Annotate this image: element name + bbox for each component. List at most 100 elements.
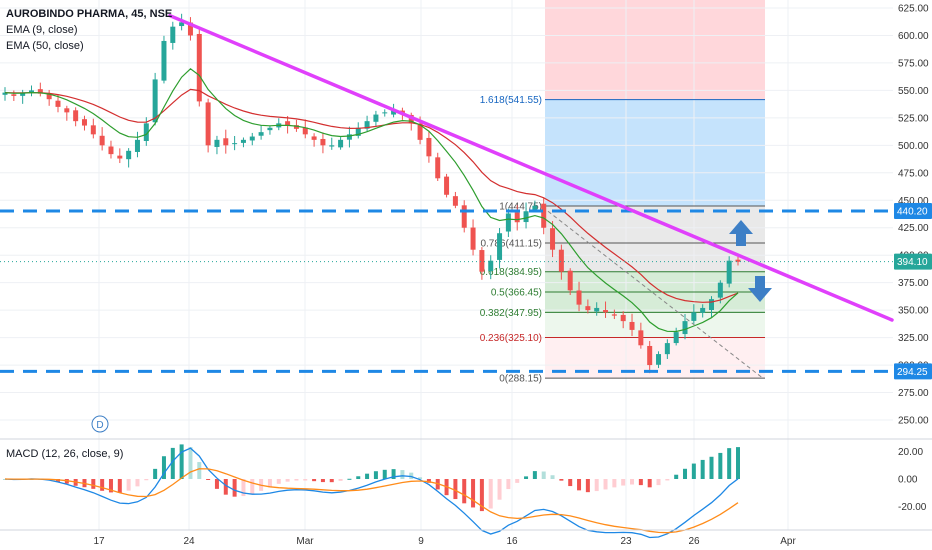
y-tick-15: 625.00 (898, 4, 929, 15)
ema50-legend[interactable]: EMA (50, close) (6, 40, 84, 52)
candle (28, 90, 34, 93)
macd-histogram-bar (532, 471, 537, 479)
candle (2, 92, 8, 95)
candle (391, 110, 397, 115)
y-tick-0: 250.00 (898, 416, 929, 427)
trendline (168, 13, 894, 322)
candle (205, 102, 211, 146)
macd-histogram-bar (329, 479, 334, 483)
fib-label-5: 0.382(347.95) (480, 308, 542, 319)
macd-histogram-bar (594, 479, 599, 492)
macd-histogram-bar (144, 479, 149, 481)
fib-label-6: 0.236(325.10) (480, 333, 542, 344)
macd-histogram-bar (409, 472, 414, 479)
candle (426, 137, 432, 157)
macd-histogram-bar (232, 479, 237, 497)
candle (117, 155, 123, 159)
candle (523, 211, 529, 223)
macd-legend[interactable]: MACD (12, 26, close, 9) (6, 448, 124, 460)
candle (479, 250, 485, 272)
fib-zone-lightgreen (545, 312, 765, 338)
fib-zone-blue (545, 99, 765, 207)
candle (444, 176, 450, 195)
candle (700, 307, 706, 313)
dividend-marker: D (91, 415, 109, 433)
y-tick-14: 600.00 (898, 31, 929, 42)
arrow-down-icon (748, 276, 772, 302)
price-level-tag-1-bg (894, 363, 932, 380)
y-tick-3: 325.00 (898, 333, 929, 344)
macd-histogram-bar (347, 478, 352, 480)
grid (0, 0, 893, 530)
macd-line (4, 447, 739, 539)
macd-histogram-bar (727, 448, 732, 479)
macd-histogram-bar (356, 476, 361, 479)
candle (497, 233, 503, 260)
arrow-up-icon-shape (729, 220, 753, 246)
macd-histogram-bar (488, 479, 493, 509)
candle (126, 150, 132, 160)
candle (435, 157, 441, 179)
macd-histogram-bar (559, 479, 564, 481)
candle (550, 228, 556, 250)
candle (240, 139, 246, 143)
candle (134, 139, 140, 152)
candle (170, 26, 176, 43)
candle (99, 135, 105, 146)
candle (152, 79, 158, 123)
macd-histogram-bar (630, 479, 635, 485)
macd-histogram-bar (479, 479, 484, 512)
candle (214, 139, 220, 147)
ema50-line (4, 88, 739, 303)
candle (514, 212, 520, 223)
ema9-legend[interactable]: EMA (9, close) (6, 24, 78, 36)
candle (682, 321, 688, 335)
candle (656, 354, 662, 365)
macd-histogram-bar (303, 479, 308, 481)
candle (664, 343, 670, 355)
candle (320, 138, 326, 146)
macd-histogram-bar (612, 479, 617, 488)
candle (382, 112, 388, 114)
macd-y-tick-1: 0.00 (898, 475, 918, 486)
candle (267, 127, 273, 131)
candle (735, 259, 741, 262)
candle (488, 260, 494, 271)
y-tick-5: 375.00 (898, 278, 929, 289)
macd-histogram-bar (365, 473, 370, 479)
macd-histogram-bar (621, 479, 626, 486)
candle (603, 310, 609, 313)
current-price-tag-label: 394.10 (897, 257, 928, 268)
macd-histogram-bar (638, 479, 643, 486)
fib-label-2: 0.786(411.15) (480, 238, 542, 249)
candle (355, 127, 361, 136)
x-tick-7: Apr (780, 536, 796, 547)
price-level-tag-0-bg (894, 203, 932, 220)
candle (11, 94, 17, 96)
macd-histogram-bar (294, 479, 299, 481)
macd-histogram-bar (391, 469, 396, 479)
candle (452, 196, 458, 206)
macd-histogram-bar (736, 447, 740, 479)
symbol-title[interactable]: AUROBINDO PHARMA, 45, NSE (6, 8, 173, 20)
fib-label-3: 0.618(384.95) (480, 267, 542, 278)
macd-histogram-bar (250, 479, 255, 494)
fib-label-0: 1.618(541.55) (480, 95, 542, 106)
signal-line (4, 468, 739, 534)
macd-histogram-bar (541, 471, 546, 479)
drawings: D (0, 13, 894, 433)
macd-histogram-bar (453, 479, 458, 500)
x-tick-3: 9 (418, 536, 424, 547)
macd-histogram-bar (683, 468, 688, 479)
candle (470, 227, 476, 250)
candle (46, 93, 52, 100)
candle (364, 121, 370, 129)
candle (717, 282, 723, 298)
current-price-tag-bg (894, 253, 932, 270)
macd-histogram-bar (223, 479, 228, 495)
macd-histogram-bar (497, 479, 502, 500)
candle (55, 100, 61, 107)
candle (143, 123, 149, 142)
chart-legend: AUROBINDO PHARMA, 45, NSE EMA (9, close)… (6, 6, 172, 54)
